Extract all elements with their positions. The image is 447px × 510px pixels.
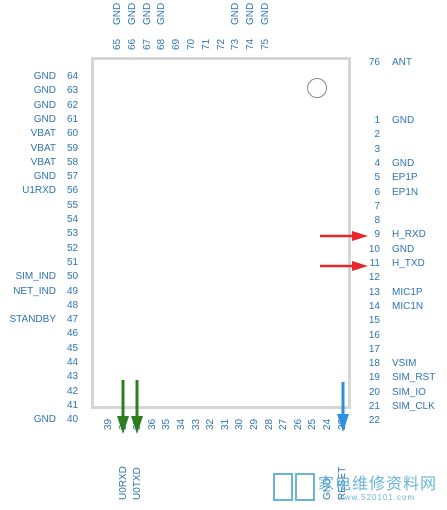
right-pin-number: 4 <box>374 157 380 169</box>
left-pin-label: NET_IND <box>13 285 56 297</box>
right-pin-number: 12 <box>368 272 380 284</box>
right-pin-label: GND <box>392 243 415 255</box>
left-pin-number: 64 <box>67 71 79 82</box>
left-pin-number: 62 <box>67 99 79 111</box>
left-pin-label: VBAT <box>30 128 56 140</box>
right-pin-label: SIM_RST <box>392 372 436 384</box>
right-pin-number: 22 <box>368 415 380 427</box>
right-pin-number: 6 <box>374 186 380 198</box>
right-pin-number: 9 <box>374 229 380 241</box>
left-pin-number: 51 <box>67 256 79 268</box>
right-pin-number: 16 <box>368 329 380 341</box>
right-pin-label: EP1N <box>392 186 419 198</box>
right-pin-label: SIM_CLK <box>392 401 435 412</box>
left-pin-number: 58 <box>67 156 79 168</box>
green-arrow-u0rxd <box>117 380 129 434</box>
left-pin-number: 50 <box>67 271 79 283</box>
green-arrow-u0txd <box>131 380 143 434</box>
right-pin-number: 11 <box>369 258 380 269</box>
left-pin-label: U1RXD <box>22 185 56 197</box>
right-pin-number: 7 <box>374 200 380 212</box>
watermark-logo <box>273 473 315 501</box>
right-pin-number: 8 <box>374 215 380 227</box>
watermark-url: www.520101.com <box>338 493 416 502</box>
right-pin-label: VSIM <box>392 358 417 370</box>
left-pin-label: GND <box>33 85 56 97</box>
left-pin-number: 49 <box>67 285 79 297</box>
left-pin-label: SIM_IND <box>15 271 56 283</box>
right-pin-label: MIC1N <box>392 300 424 312</box>
right-pin-label: EP1P <box>392 172 418 184</box>
red-arrow-hrxd <box>320 231 368 241</box>
module-body <box>91 57 351 409</box>
left-pin-number: 40 <box>67 414 79 426</box>
right-pin-number: 19 <box>368 372 380 384</box>
right-pin-number: 1 <box>374 115 380 126</box>
left-pin-number: 61 <box>67 113 79 125</box>
right-pin-number: 17 <box>368 343 380 355</box>
left-pin-number: 52 <box>67 242 79 254</box>
left-pin-number: 47 <box>67 314 79 326</box>
right-pin-label: ANT <box>392 57 412 68</box>
left-pin-number: 44 <box>67 357 79 368</box>
left-pin-number: 48 <box>67 299 79 311</box>
left-pin-label: GND <box>33 99 56 111</box>
left-pin-label: GND <box>33 171 56 183</box>
left-pin-number: 54 <box>67 214 79 225</box>
left-pin-number: 46 <box>67 328 79 340</box>
left-pin-label: STANDBY <box>9 314 57 326</box>
blue-arrow-reset <box>337 382 349 432</box>
right-pin-number: 3 <box>374 143 380 155</box>
watermark-text: 家电维修资料网 <box>318 474 438 493</box>
red-arrow-htxd <box>320 261 368 271</box>
right-pin-number: 21 <box>368 401 380 412</box>
left-pin-number: 41 <box>67 399 79 411</box>
right-pin-label: GND <box>392 115 415 126</box>
left-pin-number: 56 <box>67 185 79 197</box>
left-pin-number: 42 <box>67 385 79 397</box>
left-pin-number: 53 <box>67 228 79 240</box>
left-pin-number: 57 <box>67 171 79 183</box>
right-pin-label: H_RXD <box>392 229 426 241</box>
left-pin-label: VBAT <box>30 142 56 154</box>
left-pin-number: 55 <box>67 199 79 211</box>
left-pin-label: VBAT <box>30 156 56 168</box>
right-pin-label: MIC1P <box>392 286 423 298</box>
right-pin-number: 18 <box>368 358 380 370</box>
left-pin-label: GND <box>33 113 56 125</box>
right-pin-number: 13 <box>368 286 380 298</box>
right-pin-label: H_TXD <box>392 258 425 269</box>
right-pin-number: 5 <box>374 172 380 184</box>
left-pin-number: 45 <box>67 342 79 354</box>
right-pin-number: 15 <box>368 315 380 327</box>
left-pin-label: GND <box>33 71 56 82</box>
left-pin-number: 43 <box>67 371 79 383</box>
right-pin-number: 2 <box>374 129 380 141</box>
right-pin-number: 20 <box>368 386 380 398</box>
left-pin-number: 60 <box>67 128 79 140</box>
left-pin-label: GND <box>33 414 56 426</box>
right-pin-number: 76 <box>368 57 380 68</box>
left-pin-number: 63 <box>67 85 79 97</box>
right-pin-label: GND <box>392 157 415 169</box>
right-pin-number: 10 <box>368 243 380 255</box>
right-pin-label: SIM_IO <box>392 386 426 398</box>
left-pin-number: 59 <box>67 142 79 154</box>
pin1-marker-circle <box>307 78 327 98</box>
right-pin-number: 14 <box>368 300 380 312</box>
